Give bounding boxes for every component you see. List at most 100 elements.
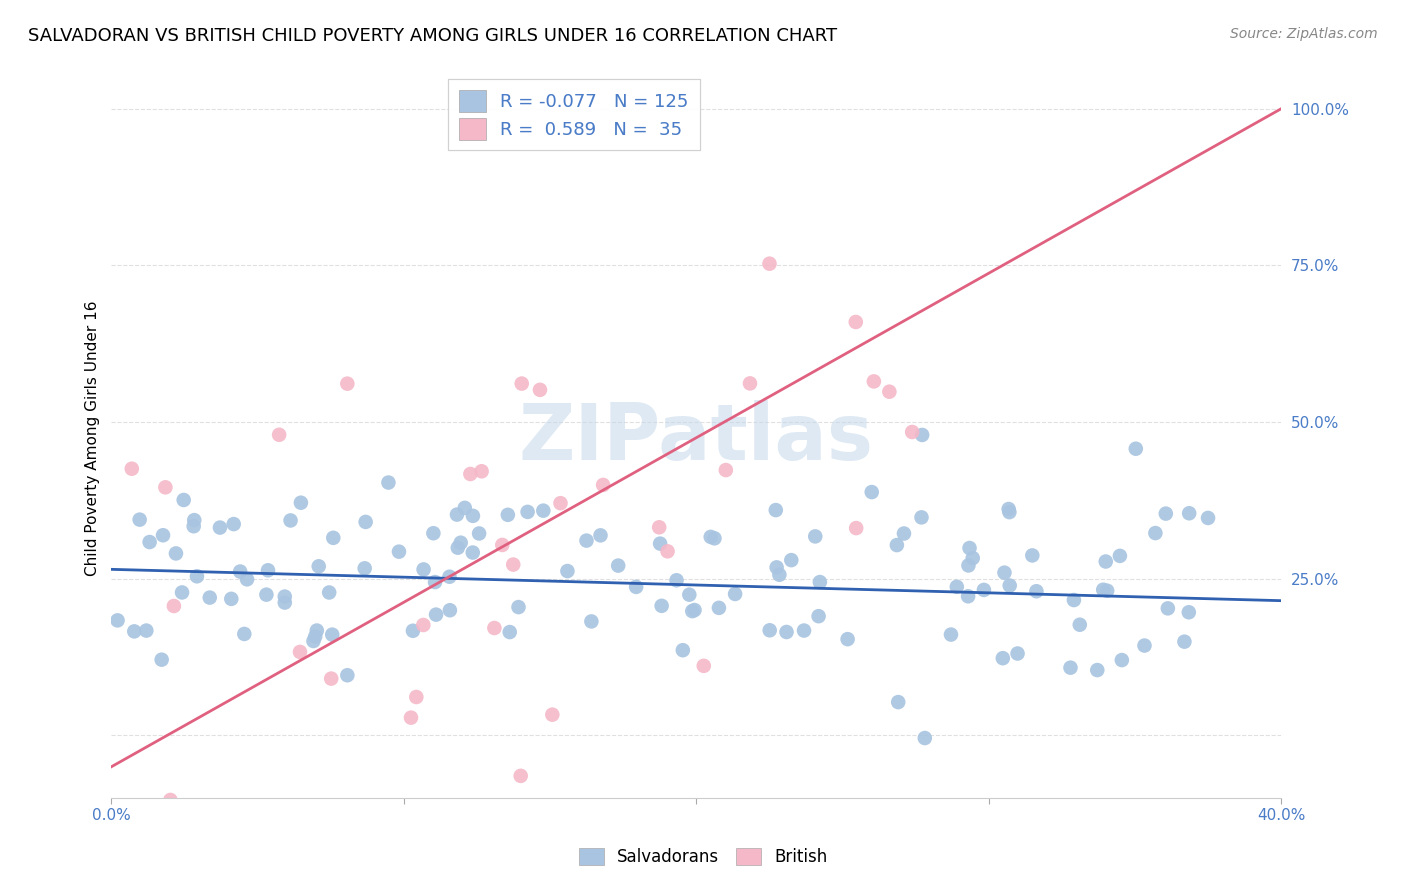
Point: [288, 645, 311, 659]
Point: [233, 627, 256, 641]
Point: [510, 376, 533, 391]
Legend: R = -0.077   N = 125, R =  0.589   N =  35: R = -0.077 N = 125, R = 0.589 N = 35: [449, 79, 700, 151]
Point: [221, 591, 243, 606]
Point: [280, 513, 302, 527]
Point: [1178, 605, 1201, 619]
Point: [589, 528, 612, 542]
Point: [793, 624, 815, 638]
Point: [128, 513, 150, 527]
Point: [1092, 582, 1115, 597]
Point: [236, 572, 259, 586]
Point: [807, 609, 830, 624]
Point: [1094, 554, 1116, 568]
Point: [107, 613, 129, 627]
Point: [1095, 583, 1118, 598]
Point: [209, 821, 232, 835]
Point: [529, 383, 551, 397]
Point: [439, 603, 461, 617]
Point: [678, 588, 700, 602]
Point: [1021, 549, 1043, 563]
Point: [450, 535, 472, 549]
Point: [173, 493, 195, 508]
Point: [808, 575, 831, 590]
Point: [461, 508, 484, 523]
Point: [336, 376, 359, 391]
Point: [165, 546, 187, 560]
Point: [305, 624, 328, 638]
Point: [541, 707, 564, 722]
Point: [353, 561, 375, 575]
Point: [1144, 526, 1167, 541]
Point: [138, 535, 160, 549]
Point: [1109, 549, 1132, 563]
Point: [957, 558, 980, 573]
Point: [290, 496, 312, 510]
Point: [229, 565, 252, 579]
Point: [863, 375, 886, 389]
Point: [321, 627, 343, 641]
Point: [412, 618, 434, 632]
Text: ZIPatlas: ZIPatlas: [519, 400, 873, 475]
Point: [837, 632, 859, 647]
Point: [502, 558, 524, 572]
Point: [550, 496, 572, 510]
Point: [911, 428, 934, 442]
Point: [703, 531, 725, 545]
Point: [893, 526, 915, 541]
Point: [461, 545, 484, 559]
Point: [993, 566, 1015, 580]
Point: [496, 508, 519, 522]
Point: [707, 600, 730, 615]
Point: [650, 536, 672, 550]
Point: [274, 590, 297, 604]
Point: [575, 533, 598, 548]
Point: [405, 690, 427, 704]
Point: [446, 508, 468, 522]
Point: [1069, 617, 1091, 632]
Point: [460, 467, 482, 481]
Point: [183, 513, 205, 527]
Point: [274, 596, 297, 610]
Point: [765, 560, 787, 574]
Point: [1085, 663, 1108, 677]
Point: [484, 621, 506, 635]
Point: [491, 538, 513, 552]
Point: [1025, 584, 1047, 599]
Point: [468, 526, 491, 541]
Point: [1197, 511, 1219, 525]
Point: [775, 625, 797, 640]
Point: [860, 485, 883, 500]
Point: [402, 624, 425, 638]
Point: [768, 567, 790, 582]
Point: [155, 480, 177, 494]
Point: [318, 585, 340, 599]
Point: [1063, 593, 1085, 607]
Point: [959, 541, 981, 555]
Point: [336, 668, 359, 682]
Point: [957, 589, 980, 603]
Point: [121, 461, 143, 475]
Point: [531, 503, 554, 517]
Point: [399, 711, 422, 725]
Point: [557, 564, 579, 578]
Point: [624, 580, 647, 594]
Point: [124, 624, 146, 639]
Point: [681, 604, 703, 618]
Point: [412, 562, 434, 576]
Point: [758, 624, 780, 638]
Point: [657, 544, 679, 558]
Point: [150, 653, 173, 667]
Text: Source: ZipAtlas.com: Source: ZipAtlas.com: [1230, 27, 1378, 41]
Point: [321, 672, 343, 686]
Point: [998, 578, 1021, 592]
Point: [910, 510, 932, 524]
Point: [509, 769, 531, 783]
Point: [879, 384, 901, 399]
Point: [946, 580, 969, 594]
Point: [648, 520, 671, 534]
Point: [425, 607, 447, 622]
Point: [1007, 647, 1029, 661]
Point: [665, 574, 688, 588]
Point: [422, 526, 444, 541]
Point: [699, 530, 721, 544]
